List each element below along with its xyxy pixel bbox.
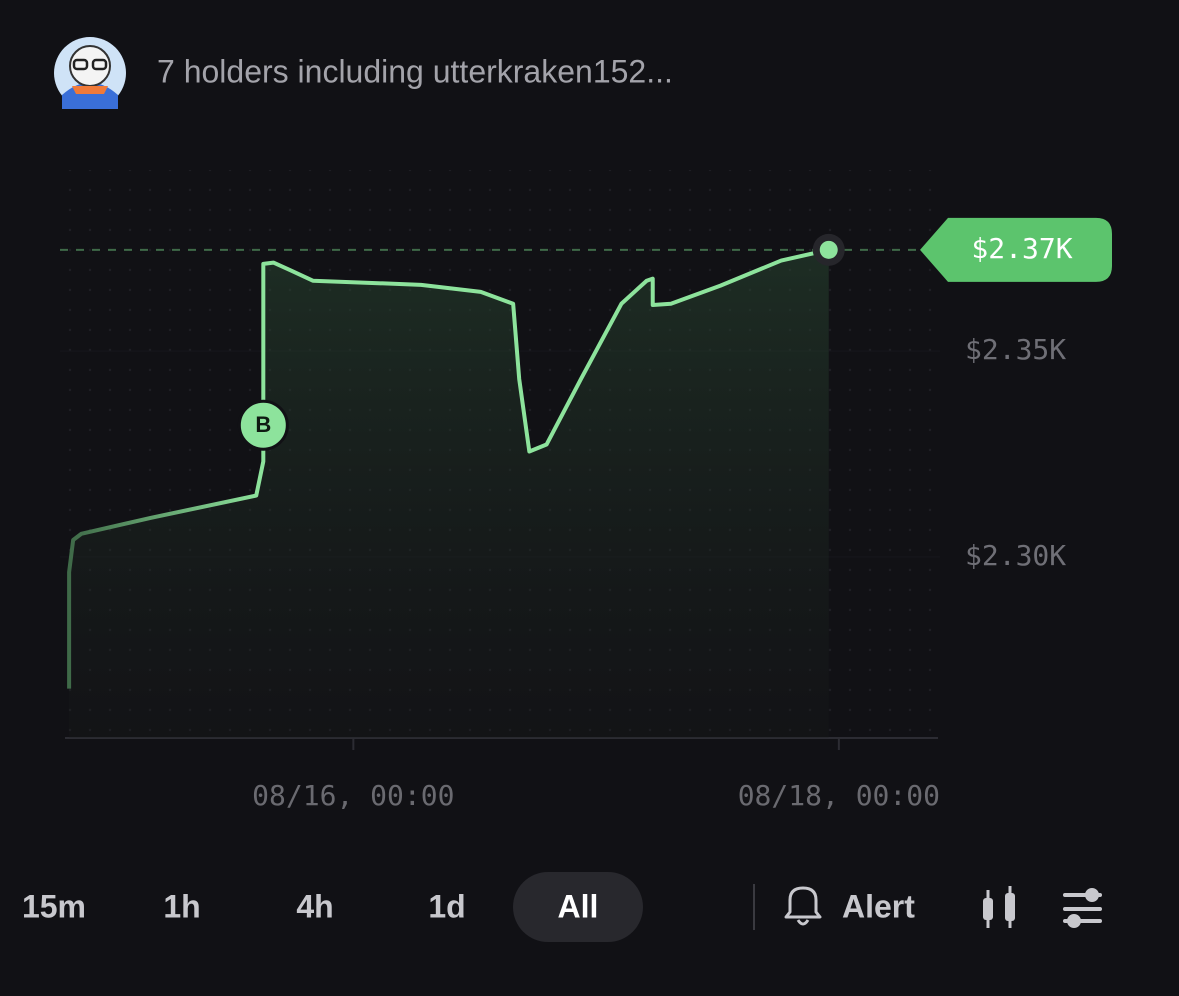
active-pill: [513, 872, 643, 942]
x-tick-label: 08/16, 00:00: [252, 779, 454, 812]
bell-icon: [784, 886, 822, 926]
timeframe-button[interactable]: 1d: [428, 888, 465, 924]
y-tick-label: $2.35K: [965, 333, 1066, 366]
timeframe-button[interactable]: 15m: [22, 888, 86, 924]
last-point-dot: [819, 240, 838, 259]
alert-label: Alert: [842, 888, 915, 924]
y-tick-label: $2.30K: [965, 539, 1066, 572]
timeframe-button[interactable]: All: [558, 888, 599, 924]
area: [69, 249, 829, 738]
price-line: [67, 247, 830, 689]
last-value-tag: [920, 217, 1112, 282]
timeframe-button[interactable]: 4h: [296, 888, 333, 924]
candle-icon[interactable]: [983, 886, 1015, 928]
settings-icon[interactable]: [1063, 888, 1102, 928]
last-value-label: $2.37K: [971, 232, 1072, 265]
buy-marker-label: B: [255, 412, 271, 437]
x-tick-label: 08/18, 00:00: [738, 779, 940, 812]
avatar: [54, 37, 126, 109]
holders-text[interactable]: 7 holders including utterkraken152...: [157, 53, 673, 89]
alert-button[interactable]: Alert: [784, 886, 915, 926]
buy-marker[interactable]: [237, 399, 289, 451]
timeframe-button[interactable]: 1h: [163, 888, 200, 924]
